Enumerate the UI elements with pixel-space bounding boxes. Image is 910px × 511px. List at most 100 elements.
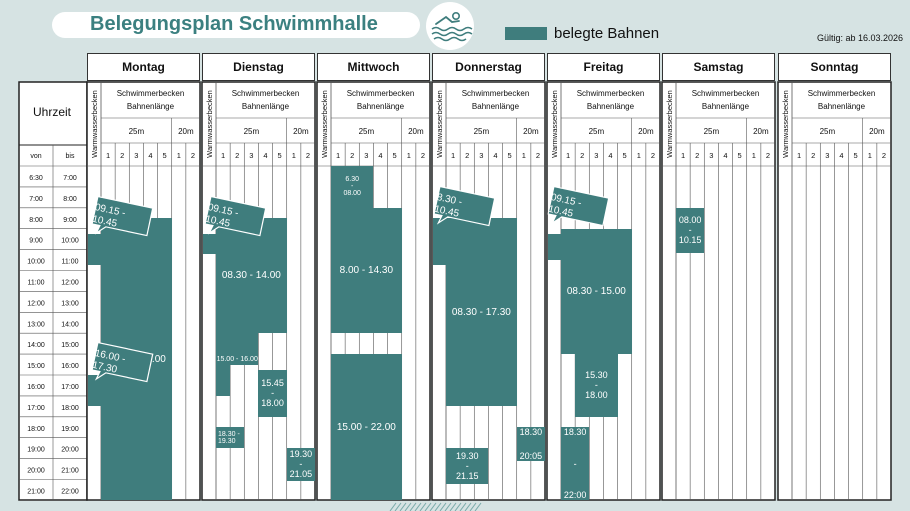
lane-number: 2 [536, 151, 540, 160]
lane-number: 2 [811, 151, 815, 160]
day-header-samstag: Samstag [662, 53, 775, 81]
swimmer-logo-icon [426, 2, 474, 50]
lane-number: 2 [766, 151, 770, 160]
valid-from: Gültig: ab 16.03.2026 [817, 33, 904, 43]
warm-block [548, 233, 561, 261]
len-25-header: 25m [474, 127, 490, 136]
day-header-sonntag: Sonntag [778, 53, 891, 81]
time-to: 20:00 [61, 447, 79, 454]
time-to: 8:00 [63, 196, 77, 203]
lane-number: 1 [221, 151, 225, 160]
lane-number: 1 [566, 151, 570, 160]
time-from: 21:00 [27, 489, 45, 496]
pool-header: Schwimmerbecken [808, 89, 876, 98]
lane-number: 5 [278, 151, 282, 160]
lane-number: 5 [623, 151, 627, 160]
lane-number: 2 [651, 151, 655, 160]
lane-number: 1 [752, 151, 756, 160]
lane-number: 4 [378, 151, 382, 160]
lane-number: 2 [235, 151, 239, 160]
len-25-header: 25m [129, 127, 145, 136]
time-to: 18:00 [61, 405, 79, 412]
pool-header: Schwimmerbecken [232, 89, 300, 98]
warm-header: Warmwasserbecken [435, 90, 444, 158]
warm-block [203, 233, 216, 254]
time-to: 13:00 [61, 300, 79, 307]
lane-length-header: Bahnenlänge [127, 102, 175, 111]
pool-block: 18.30 -19.30 [216, 427, 245, 449]
pool-header: Schwimmerbecken [692, 89, 760, 98]
time-to: 7:00 [63, 175, 77, 182]
lane-number: 1 [292, 151, 296, 160]
pool-block [216, 354, 231, 396]
day-header-mittwoch: Mittwoch [317, 53, 430, 81]
lane-number: 5 [508, 151, 512, 160]
day-header-dienstag: Dienstag [202, 53, 315, 81]
day-header-montag: Montag [87, 53, 200, 81]
time-to: 11:00 [62, 259, 79, 266]
pool-block: 08.30 - 14.00 [216, 218, 287, 334]
len-20-header: 20m [638, 127, 654, 136]
lane-length-header: Bahnenlänge [472, 102, 520, 111]
lane-length-header: Bahnenlänge [587, 102, 635, 111]
len-25-header: 25m [704, 127, 720, 136]
len-25-header: 25m [820, 127, 836, 136]
lane-length-header: Bahnenlänge [357, 102, 405, 111]
warm-header: Warmwasserbecken [781, 90, 790, 158]
lane-number: 4 [493, 151, 497, 160]
lane-number: 4 [608, 151, 612, 160]
pool-block: 15.45-18.00 [258, 369, 287, 417]
lane-number: 3 [594, 151, 598, 160]
title-pill [52, 12, 420, 38]
time-from: 17:00 [27, 405, 45, 412]
time-from: 20:00 [27, 468, 45, 475]
von-label: von [30, 153, 41, 160]
lane-number: 2 [580, 151, 584, 160]
lane-number: 4 [723, 151, 727, 160]
warm-header: Warmwasserbecken [205, 90, 214, 158]
pool-header: Schwimmerbecken [577, 89, 645, 98]
pool-block: 6.30-08.00 [331, 166, 374, 208]
time-to: 15:00 [61, 342, 79, 349]
day-header-donnerstag: Donnerstag [432, 53, 545, 81]
pool-block [216, 333, 259, 355]
lane-number: 2 [191, 151, 195, 160]
lane-number: 5 [163, 151, 167, 160]
len-20-header: 20m [178, 127, 194, 136]
time-from: 6:30 [29, 175, 43, 182]
pool-block: 18.30 20:05 [516, 427, 545, 461]
time-from: 15:00 [27, 363, 45, 370]
lane-number: 1 [177, 151, 181, 160]
lane-number: 3 [134, 151, 138, 160]
lane-number: 1 [868, 151, 872, 160]
len-20-header: 20m [293, 127, 309, 136]
lane-number: 1 [407, 151, 411, 160]
lane-number: 1 [106, 151, 110, 160]
lane-length-header: Bahnenlänge [702, 102, 750, 111]
pool-block: 18.30-22:00 [561, 427, 590, 501]
warm-block [433, 218, 446, 266]
lane-number: 1 [336, 151, 340, 160]
legend-label: belegte Bahnen [554, 25, 660, 42]
time-to: 14:00 [61, 321, 79, 328]
time-from: 18:00 [27, 426, 45, 433]
pool-block: 15.00 - 22.00 [331, 354, 402, 501]
lane-number: 2 [882, 151, 886, 160]
len-25-header: 25m [359, 127, 375, 136]
pool-block: 08.30 - 15.00 [561, 228, 632, 355]
warm-header: Warmwasserbecken [320, 90, 329, 158]
pool-block: 15.00 - 16.00 [216, 354, 259, 365]
time-to: 12:00 [61, 280, 79, 287]
warm-header: Warmwasserbecken [665, 90, 674, 158]
time-from: 13:00 [27, 321, 45, 328]
lane-number: 1 [637, 151, 641, 160]
time-to: 21:00 [61, 468, 79, 475]
pool-block: 19.30-21.15 [446, 448, 489, 484]
lane-number: 1 [681, 151, 685, 160]
time-to: 17:00 [61, 384, 79, 391]
time-to: 10:00 [61, 238, 79, 245]
time-to: 9:00 [63, 217, 77, 224]
lane-number: 4 [839, 151, 843, 160]
bis-label: bis [66, 153, 75, 160]
time-from: 10:00 [27, 259, 45, 266]
